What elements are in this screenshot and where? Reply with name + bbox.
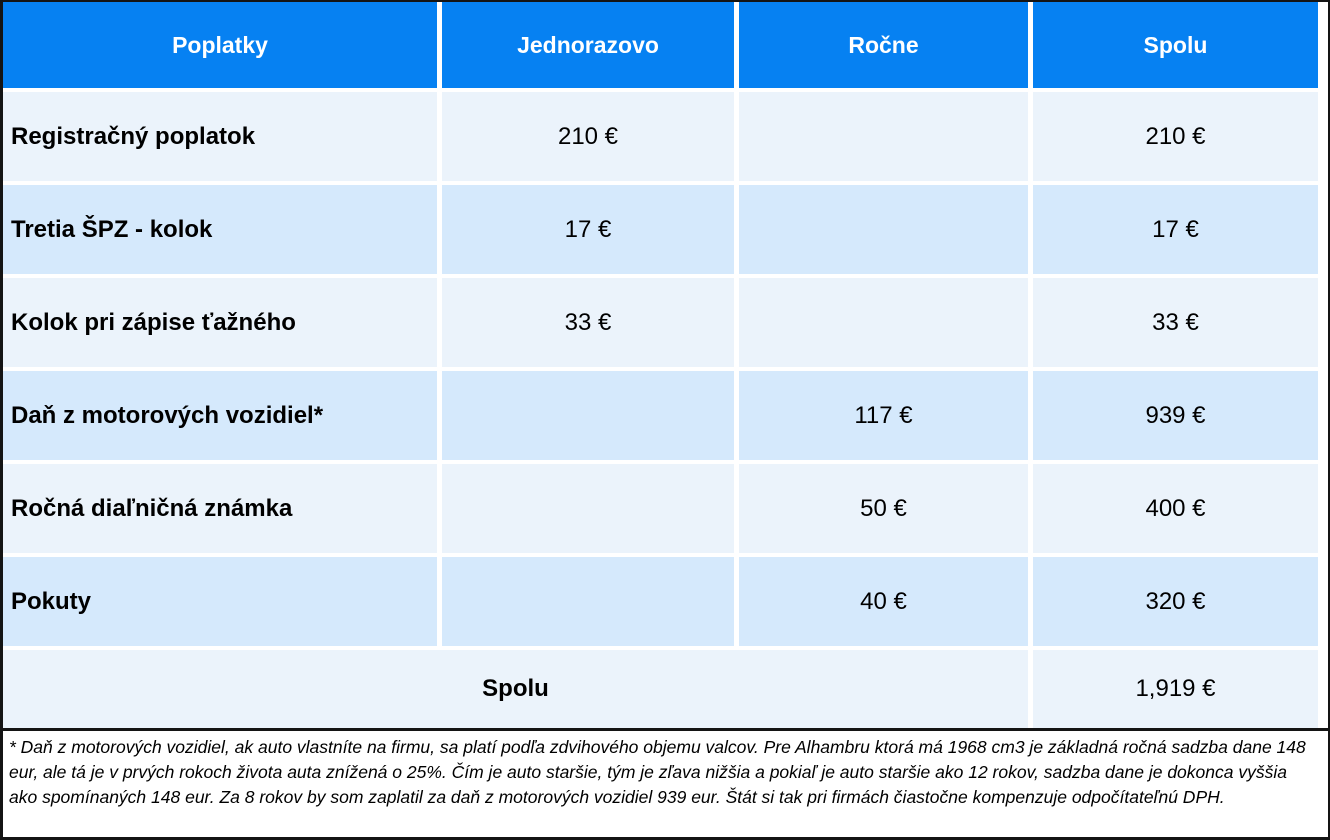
cell-spolu: 939 € (1033, 371, 1318, 460)
footnote: * Daň z motorových vozidiel, ak auto vla… (3, 728, 1328, 837)
row-label: Tretia ŠPZ - kolok (3, 185, 437, 274)
column-header-jednorazovo: Jednorazovo (442, 2, 734, 88)
row-label: Ročná diaľničná známka (3, 464, 437, 553)
cell-jednorazovo (442, 464, 734, 553)
cell-rocne (739, 92, 1028, 181)
cell-rocne: 117 € (739, 371, 1028, 460)
cell-jednorazovo: 17 € (442, 185, 734, 274)
cell-rocne (739, 278, 1028, 367)
cell-jednorazovo: 210 € (442, 92, 734, 181)
cell-rocne: 40 € (739, 557, 1028, 646)
row-label: Kolok pri zápise ťažného (3, 278, 437, 367)
row-label: Pokuty (3, 557, 437, 646)
row-label: Registračný poplatok (3, 92, 437, 181)
cell-spolu: 320 € (1033, 557, 1318, 646)
cell-spolu: 17 € (1033, 185, 1318, 274)
fees-table: Poplatky Jednorazovo Ročne Spolu Registr… (3, 2, 1328, 728)
total-row-value: 1,919 € (1033, 650, 1318, 728)
column-header-poplatky: Poplatky (3, 2, 437, 88)
cell-rocne: 50 € (739, 464, 1028, 553)
cell-spolu: 400 € (1033, 464, 1318, 553)
cell-jednorazovo (442, 557, 734, 646)
column-header-rocne: Ročne (739, 2, 1028, 88)
row-label: Daň z motorových vozidiel* (3, 371, 437, 460)
cell-spolu: 210 € (1033, 92, 1318, 181)
column-header-spolu: Spolu (1033, 2, 1318, 88)
cell-jednorazovo: 33 € (442, 278, 734, 367)
cell-spolu: 33 € (1033, 278, 1318, 367)
cell-rocne (739, 185, 1028, 274)
cell-jednorazovo (442, 371, 734, 460)
total-row-label: Spolu (3, 650, 1028, 728)
